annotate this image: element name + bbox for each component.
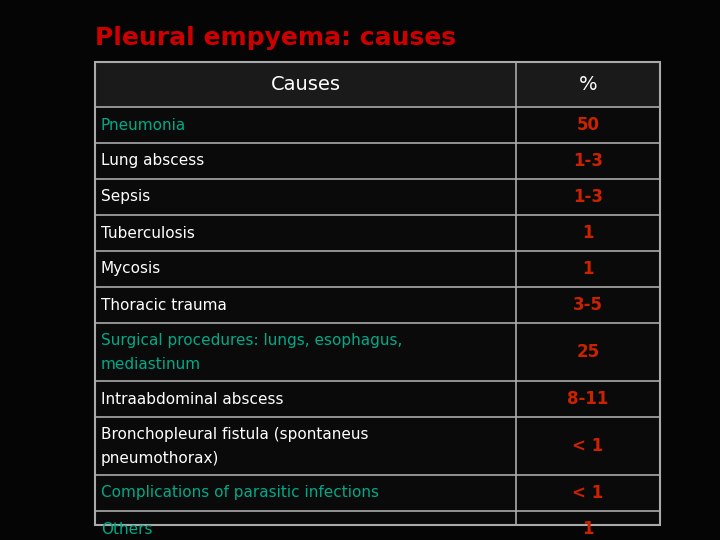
Text: 1: 1 [582,260,594,278]
Text: 25: 25 [577,343,600,361]
Text: Bronchopleural fistula (spontaneus: Bronchopleural fistula (spontaneus [101,427,369,442]
Text: 1-3: 1-3 [573,188,603,206]
Text: Others: Others [101,522,153,537]
Text: 3-5: 3-5 [573,296,603,314]
Text: Surgical procedures: lungs, esophagus,: Surgical procedures: lungs, esophagus, [101,333,402,348]
Text: Pleural empyema: causes: Pleural empyema: causes [95,26,456,50]
Text: Mycosis: Mycosis [101,261,161,276]
Text: 50: 50 [577,116,600,134]
Text: Thoracic trauma: Thoracic trauma [101,298,227,313]
Text: Lung abscess: Lung abscess [101,153,204,168]
Text: 1: 1 [582,520,594,538]
Text: < 1: < 1 [572,437,603,455]
Text: Complications of parasitic infections: Complications of parasitic infections [101,485,379,501]
Bar [95,62,660,525]
Text: Tuberculosis: Tuberculosis [101,226,195,240]
Text: mediastinum: mediastinum [101,357,201,372]
Text: < 1: < 1 [572,484,603,502]
Text: Sepsis: Sepsis [101,190,150,205]
Text: pneumothorax): pneumothorax) [101,451,220,466]
Text: Causes: Causes [271,75,341,94]
Text: 8-11: 8-11 [567,390,608,408]
Text: Pneumonia: Pneumonia [101,118,186,132]
Bar [95,62,660,107]
Text: 1: 1 [582,224,594,242]
Text: 1-3: 1-3 [573,152,603,170]
Text: Intraabdominal abscess: Intraabdominal abscess [101,392,284,407]
Bar [95,62,660,525]
Text: %: % [579,75,598,94]
